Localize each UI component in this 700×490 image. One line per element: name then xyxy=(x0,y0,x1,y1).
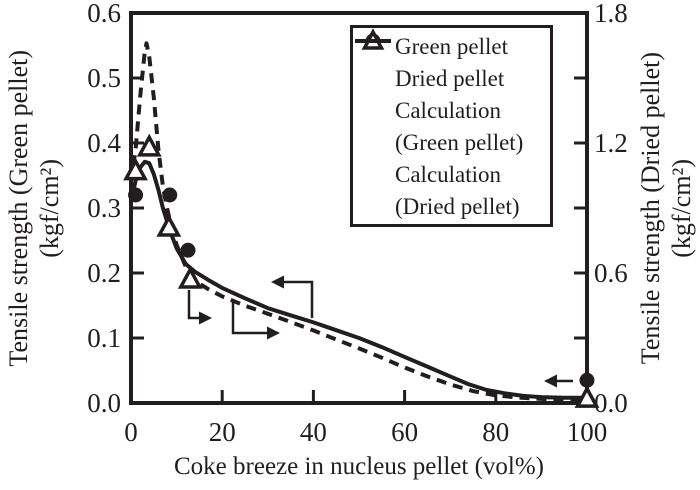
legend-item: Dried pellet xyxy=(353,28,550,95)
calc-dried-to-right-axis-arrow xyxy=(231,300,267,335)
right-axis-tick-label: 0.6 xyxy=(594,258,628,288)
right-axis-title-line2: (kgf/cm²) xyxy=(667,158,696,258)
green-pellet-points-marker xyxy=(180,242,196,258)
legend: Green pellet Dried pellet Calculation (Gree… xyxy=(350,25,553,227)
x-axis-tick-label: 20 xyxy=(209,417,236,447)
left-axis-title-line1: Tensile strength (Green pellet) xyxy=(4,49,33,367)
left-axis-tick-label: 0.5 xyxy=(87,63,121,93)
dried-pellet-points-marker xyxy=(574,384,600,408)
legend-item-label: Dried pellet xyxy=(395,66,505,91)
x-axis-tick-label: 80 xyxy=(482,417,509,447)
left-axis-tick-label: 0.6 xyxy=(87,0,121,28)
x-axis-tick-label: 60 xyxy=(391,417,418,447)
left-axis-tick-label: 0.4 xyxy=(87,128,121,158)
dried-points-to-right-axis-arrow xyxy=(187,290,199,320)
calc-green-to-left-axis-arrow-head-left-arrow-icon xyxy=(271,275,284,289)
dried-pellet-points-marker xyxy=(177,265,203,289)
calc-green-to-left-axis-arrow xyxy=(284,280,314,318)
dried-pellet-points-marker xyxy=(123,157,149,181)
right-axis-title-line1: Tensile strength (Dried pellet) xyxy=(636,51,665,365)
green-pellet-points-marker xyxy=(162,187,178,203)
left-axis-tick-label: 0.2 xyxy=(87,258,121,288)
green-point-100-to-left-axis-arrow-head-left-arrow-icon xyxy=(544,374,557,388)
calc-dried-to-right-axis-arrow-head-right-arrow-icon xyxy=(267,326,280,340)
right-axis-title: Tensile strength (Dried pellet) (kgf/cm²… xyxy=(632,8,700,408)
legend-item: Calculation (Green pellet) xyxy=(353,39,550,159)
legend-item-label: Calculation (Dried pellet) xyxy=(395,162,520,219)
right-axis-tick-label: 0.0 xyxy=(594,388,628,418)
x-axis-tick-label: 0 xyxy=(124,417,138,447)
right-axis-tick-label: 1.8 xyxy=(594,0,628,28)
legend-item-label: Calculation (Green pellet) xyxy=(395,98,524,155)
legend-marker xyxy=(353,39,395,191)
x-axis-tick-label: 40 xyxy=(300,417,327,447)
left-axis-tick-label: 0.1 xyxy=(87,323,121,353)
dashed-line-icon xyxy=(355,39,391,43)
legend-item: Calculation (Dried pellet) xyxy=(353,39,550,223)
x-axis-tick-label: 100 xyxy=(567,417,608,447)
left-axis-tick-label: 0.3 xyxy=(87,193,121,223)
dried-points-to-right-axis-arrow-head-right-arrow-icon xyxy=(199,311,212,325)
green-pellet-points-marker xyxy=(579,372,595,388)
left-axis-tick-label: 0.0 xyxy=(87,388,121,418)
legend-marker xyxy=(353,39,395,127)
right-axis-tick-label: 1.2 xyxy=(594,128,628,158)
legend-marker xyxy=(353,28,395,95)
left-axis-title: Tensile strength (Green pellet) (kgf/cm²… xyxy=(0,8,68,408)
calc-green-line xyxy=(129,159,587,400)
dried-pellet-points-marker xyxy=(156,213,182,237)
green-pellet-points-marker xyxy=(128,187,144,203)
legend-item-label: Green pellet xyxy=(395,34,509,59)
x-axis-title: Coke breeze in nucleus pellet (vol%) xyxy=(174,453,544,480)
left-axis-title-line2: (kgf/cm²) xyxy=(35,158,64,258)
dried-pellet-points-marker xyxy=(136,133,162,157)
